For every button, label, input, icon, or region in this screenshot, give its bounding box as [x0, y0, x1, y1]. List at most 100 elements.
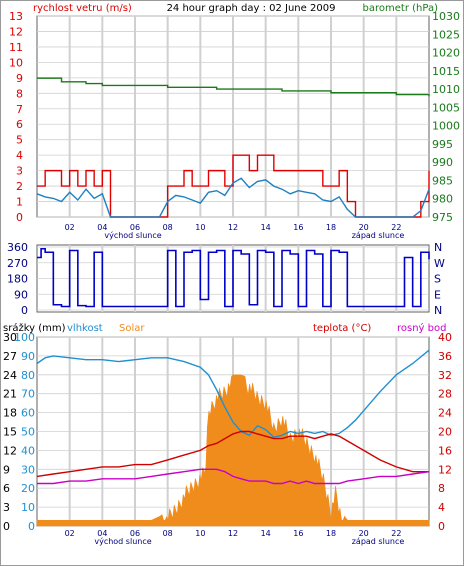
wind-direction-chart: 0 N 90 E 180 S 270 W 360 N [7, 241, 445, 317]
weather-chart-hour-label: 04 [97, 529, 107, 538]
humidity-tick-label: 60 [21, 407, 35, 420]
wind-tick-label: 0 [16, 211, 23, 224]
wind-axis-label: rychlost vetru (m/s) [33, 3, 132, 14]
weather-chart-hour-label: 08 [163, 529, 173, 538]
rain-tick-label: 21 [3, 388, 17, 401]
rain-tick-label: 24 [3, 369, 17, 382]
direction-tick-label: 180 [7, 273, 28, 286]
weather-chart-hour-label: 14 [261, 529, 271, 538]
rain-tick-label: 30 [3, 331, 17, 344]
wind-chart-hour-label: 20 [359, 223, 369, 232]
wind-tick-label: 9 [16, 72, 23, 85]
chart-labels: rychlost vetru (m/s) 24 hour graph day :… [3, 3, 446, 546]
pressure-tick-label: 995 [432, 138, 453, 151]
wind-tick-label: 1 [16, 196, 23, 209]
compass-tick-label: N [434, 304, 442, 317]
pressure-tick-label: 1020 [432, 47, 460, 60]
temperature-tick-label: 0 [438, 520, 445, 533]
temperature-tick-label: 20 [438, 426, 452, 439]
humidity-tick-label: 20 [21, 482, 35, 495]
weather-chart-hour-label: 18 [326, 529, 336, 538]
temperature-line [36, 430, 429, 478]
temperature-tick-label: 28 [438, 388, 452, 401]
wind-pressure-chart: 0123456789101112139759809859909951000100… [9, 10, 460, 232]
wind-chart-hour-label: 18 [326, 223, 336, 232]
sunrise-label-bottom: východ slunce [94, 537, 151, 546]
humidity-tick-label: 90 [21, 350, 35, 363]
weather-chart-hour-label: 02 [65, 529, 75, 538]
direction-tick-label: 0 [21, 304, 28, 317]
rain-tick-label: 3 [3, 501, 10, 514]
humidity-tick-label: 30 [21, 463, 35, 476]
wind-tick-label: 12 [9, 25, 23, 38]
rain-tick-label: 18 [3, 407, 17, 420]
humidity-tick-label: 0 [28, 520, 35, 533]
weather-chart-hour-label: 16 [293, 529, 303, 538]
wind-tick-label: 11 [9, 41, 23, 54]
rain-tick-label: 0 [3, 520, 10, 533]
solar-area [36, 374, 430, 527]
dewpoint-axis-label: rosný bod [397, 322, 446, 334]
wind-chart-hour-label: 04 [97, 223, 107, 232]
rain-tick-label: 9 [3, 463, 10, 476]
humidity-tick-label: 40 [21, 444, 35, 457]
compass-tick-label: N [434, 241, 442, 254]
compass-tick-label: W [434, 257, 445, 270]
wind-tick-label: 3 [16, 165, 23, 178]
direction-tick-label: 360 [7, 241, 28, 254]
wind-gust-line [37, 154, 430, 218]
pressure-tick-label: 1030 [432, 10, 460, 23]
weather-chart-hour-label: 22 [391, 529, 401, 538]
rain-tick-label: 27 [3, 350, 17, 363]
wind-tick-label: 7 [16, 103, 23, 116]
rain-tick-label: 6 [3, 482, 10, 495]
sunset-label-top: západ slunce [352, 231, 405, 240]
weather-chart-hour-label: 20 [359, 529, 369, 538]
pressure-tick-label: 1000 [432, 120, 460, 133]
wind-direction-line [37, 247, 430, 308]
weather-chart-hour-label: 06 [130, 529, 140, 538]
compass-tick-label: E [434, 288, 441, 301]
wind-average-line [36, 177, 430, 218]
pressure-tick-label: 990 [432, 156, 453, 169]
humidity-tick-label: 80 [21, 369, 35, 382]
temperature-tick-label: 32 [438, 369, 452, 382]
chart-title: 24 hour graph day : 02 June 2009 [167, 3, 336, 14]
temperature-tick-label: 12 [438, 463, 452, 476]
wind-chart-hour-label: 12 [228, 223, 238, 232]
weather-chart-hour-label: 12 [228, 529, 238, 538]
weather-chart-hour-label: 10 [195, 529, 205, 538]
wind-chart-hour-label: 10 [195, 223, 205, 232]
humidity-tick-label: 100 [14, 331, 35, 344]
wind-chart-hour-label: 14 [261, 223, 271, 232]
compass-tick-label: S [434, 273, 441, 286]
temperature-tick-label: 36 [438, 350, 452, 363]
wind-tick-label: 8 [16, 87, 23, 100]
rain-humidity-temperature-chart: 0 0 0 3 10 4 6 20 8 9 30 12 12 40 16 15 50 20 18 60 24 21 70 28… [3, 331, 452, 538]
pressure-tick-label: 980 [432, 193, 453, 206]
humidity-tick-label: 10 [21, 501, 35, 514]
sunrise-label-top: východ slunce [104, 231, 161, 240]
pressure-tick-label: 1010 [432, 83, 460, 96]
wind-chart-hour-label: 02 [65, 223, 75, 232]
temperature-tick-label: 4 [438, 501, 445, 514]
rain-tick-label: 15 [3, 426, 17, 439]
sunset-label-bottom: západ slunce [352, 537, 405, 546]
humidity-tick-label: 50 [21, 426, 35, 439]
humidity-tick-label: 70 [21, 388, 35, 401]
wind-tick-label: 6 [16, 118, 23, 131]
temperature-tick-label: 40 [438, 331, 452, 344]
wind-tick-label: 4 [16, 149, 23, 162]
pressure-line [37, 77, 430, 97]
rain-axis-label: srážky (mm) [3, 322, 66, 334]
dewpoint-line [37, 468, 430, 485]
pressure-tick-label: 985 [432, 174, 453, 187]
pressure-tick-label: 1025 [432, 28, 460, 41]
pressure-tick-label: 975 [432, 211, 453, 224]
pressure-tick-label: 1015 [432, 65, 460, 78]
wind-chart-hour-label: 22 [391, 223, 401, 232]
temperature-axis-label: teplota (°C) [313, 323, 371, 334]
wind-tick-label: 2 [16, 180, 23, 193]
